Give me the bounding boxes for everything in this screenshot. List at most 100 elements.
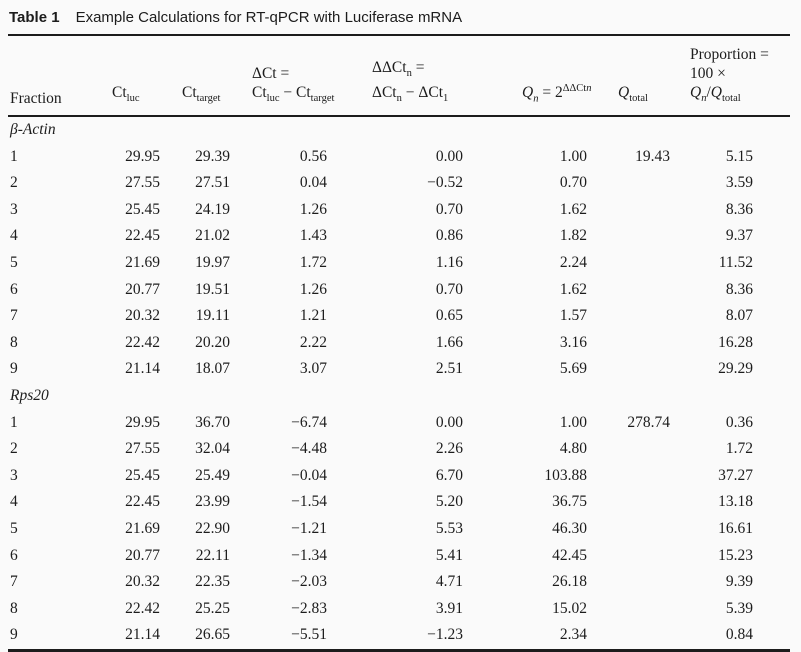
table-cell: 103.88 <box>544 466 587 484</box>
table-cell: 21.02 <box>195 227 230 245</box>
table-cell: 22.11 <box>195 546 230 564</box>
table-cell: 1.82 <box>559 227 587 245</box>
table-cell: 26.18 <box>552 573 587 591</box>
table-cell <box>618 436 690 463</box>
table-cell: 8.07 <box>725 307 753 325</box>
table-cell: 3.59 <box>725 174 753 192</box>
table-row: 2 27.55 27.51 0.04 −0.52 0.70 3.59 <box>8 170 790 197</box>
table-row: 7 20.32 22.35 −2.03 4.71 26.18 9.39 <box>8 569 790 596</box>
table-cell: 22.42 <box>125 599 160 617</box>
table-row: 5 21.69 19.97 1.72 1.16 2.24 11.52 <box>8 250 790 277</box>
header-row: Fraction Ctluc Cttarget ΔCt = Ctluc − Cttarg… <box>8 35 790 118</box>
table-cell: 22.45 <box>125 227 160 245</box>
table-cell: 1.00 <box>559 413 587 431</box>
table-cell: 7 <box>10 307 18 325</box>
table-row: 3 25.45 24.19 1.26 0.70 1.62 8.36 <box>8 197 790 224</box>
table-cell: 36.75 <box>552 493 587 511</box>
table-cell: 36.70 <box>195 413 230 431</box>
table-cell: 2.51 <box>435 360 463 378</box>
table-cell: 0.70 <box>559 174 587 192</box>
table-cell: 0.70 <box>435 280 463 298</box>
table-cell: 27.55 <box>125 440 160 458</box>
table-cell: 27.55 <box>125 174 160 192</box>
table-cell <box>618 223 690 250</box>
table-cell: 1.57 <box>559 307 587 325</box>
table-cell: 16.61 <box>718 520 753 537</box>
table-cell: 19.11 <box>195 307 230 325</box>
table-cell: 3 <box>10 200 18 218</box>
column-header-fraction: Fraction <box>8 35 112 118</box>
table-cell: 8.36 <box>725 280 753 298</box>
table-cell: 2.24 <box>559 254 587 272</box>
table-cell: 15.02 <box>552 599 587 617</box>
table-cell: 13.18 <box>718 493 753 511</box>
table-cell: 0.86 <box>435 227 463 245</box>
table-cell: 7 <box>10 573 18 591</box>
table-cell <box>618 569 690 596</box>
table-cell: 21.69 <box>125 520 160 537</box>
table-cell: 2.22 <box>299 333 327 351</box>
table-cell <box>618 356 690 383</box>
table-cell <box>618 250 690 277</box>
table-cell: 46.30 <box>552 520 587 537</box>
table-cell: −2.03 <box>291 573 327 591</box>
table-cell: 1.66 <box>435 333 463 351</box>
table-cell: 0.36 <box>725 413 753 431</box>
table-cell: 19.97 <box>195 254 230 272</box>
table-cell: 2.26 <box>435 440 463 458</box>
table-cell <box>618 596 690 623</box>
table-row: 4 22.45 21.02 1.43 0.86 1.82 9.37 <box>8 223 790 250</box>
table-row: 6 20.77 19.51 1.26 0.70 1.62 8.36 <box>8 277 790 304</box>
table-cell: −2.83 <box>291 599 327 617</box>
table-cell: 22.42 <box>125 333 160 351</box>
table-cell: 20.20 <box>195 333 230 351</box>
section-row: β-Actin <box>8 116 790 144</box>
table-cell: 22.90 <box>195 520 230 537</box>
table-cell <box>618 197 690 224</box>
table-cell: 15.23 <box>718 546 753 564</box>
table-header: Fraction Ctluc Cttarget ΔCt = Ctluc − Cttarg… <box>8 35 790 118</box>
table-cell: 6 <box>10 546 18 564</box>
table-cell: 1.26 <box>299 280 327 298</box>
table-cell <box>618 463 690 490</box>
table-cell: 1 <box>10 413 18 431</box>
table-cell: −4.48 <box>291 440 327 458</box>
table-cell: 2 <box>10 174 18 192</box>
table-cell: 20.77 <box>125 280 160 298</box>
table-cell: 1.62 <box>559 280 587 298</box>
table-cell: 4.80 <box>559 440 587 458</box>
column-header-delta-delta-ct: ΔΔCtn = ΔCtn − ΔCt1 <box>372 35 522 118</box>
table-cell: 0.04 <box>299 174 327 192</box>
table-cell: 1.43 <box>299 227 327 245</box>
table-cell: 3.07 <box>299 360 327 378</box>
data-table: Fraction Ctluc Cttarget ΔCt = Ctluc − Cttarg… <box>8 34 790 652</box>
table-cell: 9.39 <box>725 573 753 591</box>
table-cell: 29.95 <box>125 147 160 165</box>
table-cell: 11.52 <box>718 254 753 272</box>
table-cell <box>618 543 690 570</box>
table-row: 1 29.95 29.39 0.56 0.00 1.00 19.43 5.15 <box>8 144 790 171</box>
table-cell <box>618 170 690 197</box>
table-cell: 8 <box>10 333 18 351</box>
table-cell: 29.39 <box>195 147 230 165</box>
table-cell: 0.84 <box>725 626 753 644</box>
table-cell: 25.45 <box>125 200 160 218</box>
table-cell: 29.95 <box>125 413 160 431</box>
table-cell: 20.77 <box>125 546 160 564</box>
table-cell: 6.70 <box>435 466 463 484</box>
table-row: 7 20.32 19.11 1.21 0.65 1.57 8.07 <box>8 303 790 330</box>
table-cell <box>618 489 690 516</box>
table-cell: 5.20 <box>435 493 463 511</box>
table-cell: −1.21 <box>291 520 327 537</box>
table-cell <box>618 516 690 543</box>
table-row: 3 25.45 25.49 −0.04 6.70 103.88 37.27 <box>8 463 790 490</box>
table-cell: 5 <box>10 520 18 537</box>
table-cell: 4 <box>10 493 18 511</box>
table-cell: 5.39 <box>725 599 753 617</box>
table-cell: 4 <box>10 227 18 245</box>
table-cell: 19.43 <box>635 147 670 165</box>
table-cell: 0.00 <box>435 413 463 431</box>
table-row: 8 22.42 25.25 −2.83 3.91 15.02 5.39 <box>8 596 790 623</box>
table-cell: 24.19 <box>195 200 230 218</box>
